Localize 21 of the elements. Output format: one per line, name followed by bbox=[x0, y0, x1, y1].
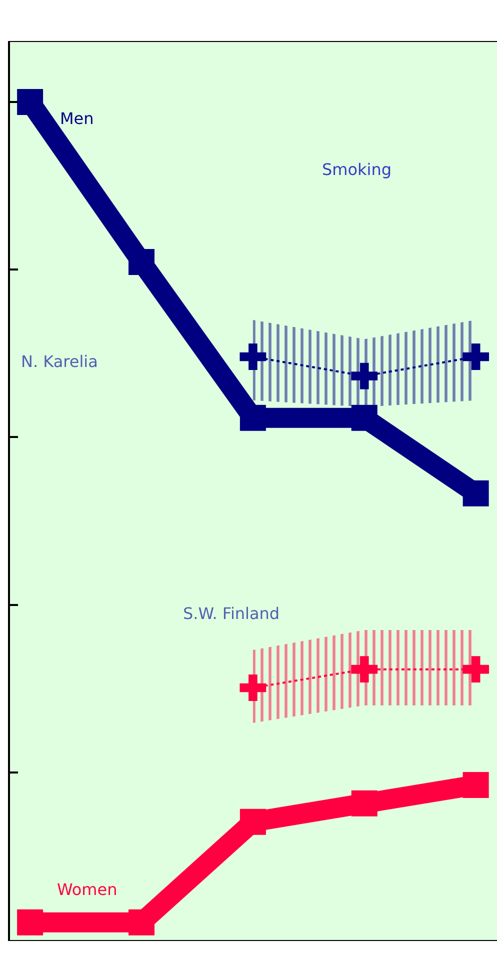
point bbox=[351, 790, 378, 816]
point bbox=[462, 772, 489, 798]
point bbox=[128, 249, 154, 276]
point bbox=[462, 344, 490, 370]
point bbox=[17, 89, 44, 115]
point bbox=[240, 404, 266, 431]
point bbox=[462, 480, 489, 506]
point bbox=[351, 362, 378, 390]
annotation: Smoking bbox=[322, 160, 392, 179]
point bbox=[240, 344, 266, 370]
series-label: Women bbox=[57, 880, 118, 899]
point bbox=[128, 909, 154, 936]
point bbox=[17, 909, 44, 936]
annotation: N. Karelia bbox=[21, 352, 98, 371]
series-label: Men bbox=[60, 109, 94, 128]
point bbox=[351, 404, 378, 431]
point bbox=[240, 674, 266, 701]
annotation: S.W. Finland bbox=[183, 604, 280, 623]
point bbox=[462, 656, 490, 683]
point bbox=[240, 808, 266, 835]
point bbox=[351, 656, 378, 683]
